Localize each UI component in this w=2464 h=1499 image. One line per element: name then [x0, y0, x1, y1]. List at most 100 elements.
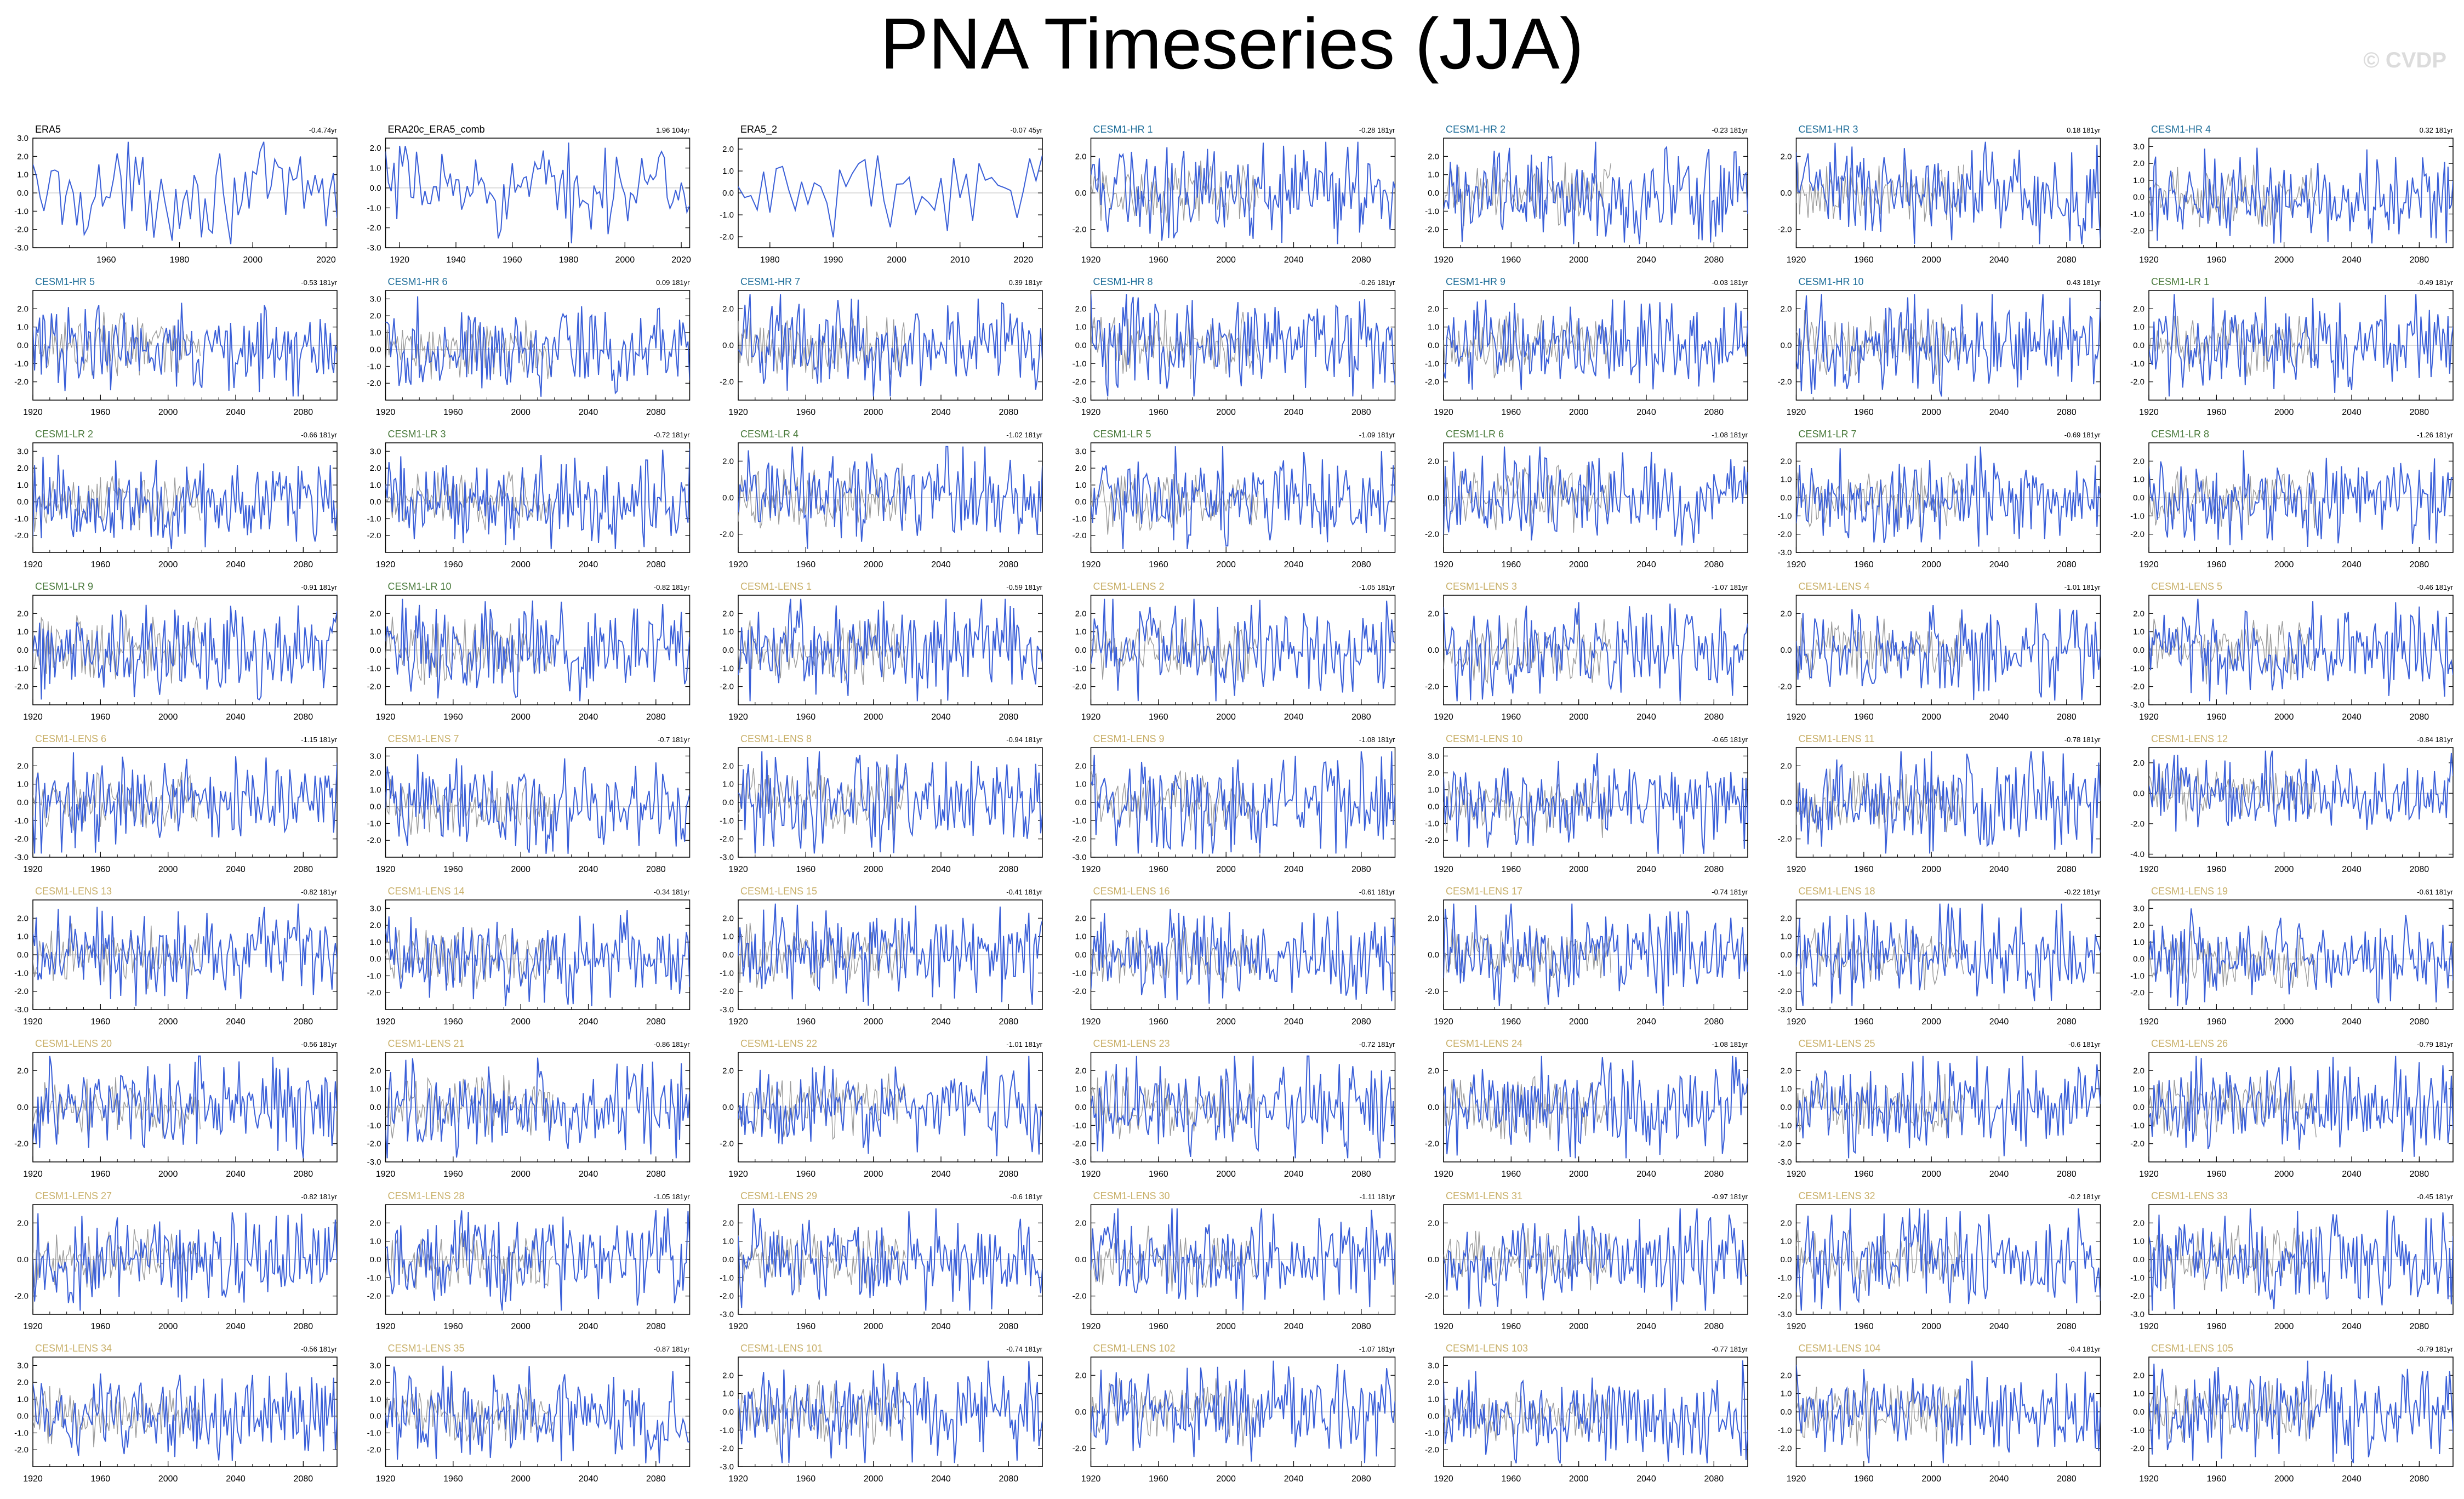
y-tick-label: -1.0: [2130, 511, 2144, 521]
series-line: [1796, 602, 2101, 701]
y-tick-label: -1.0: [14, 1428, 28, 1438]
x-tick-label: 2000: [1216, 408, 1236, 417]
x-tick-label: 1960: [91, 560, 111, 569]
y-tick-label: -1.0: [14, 207, 28, 216]
trend-label: -0.78 181yr: [2064, 736, 2101, 744]
x-tick-label: 2000: [511, 408, 531, 417]
x-tick-label: 2040: [1989, 713, 2009, 722]
y-tick-label: 0.0: [370, 955, 381, 964]
y-tick-label: 1.0: [370, 328, 381, 338]
x-tick-label: 1920: [2139, 408, 2159, 417]
trend-label: -0.79 181yr: [2417, 1040, 2453, 1048]
x-tick-label: 1960: [96, 255, 116, 265]
y-tick-label: -1.0: [14, 514, 28, 523]
x-tick-label: 1920: [376, 1474, 396, 1484]
x-tick-label: 1920: [1434, 255, 1453, 265]
trend-label: -0.23 181yr: [1712, 126, 1748, 134]
x-tick-label: 2040: [931, 1322, 951, 1331]
x-tick-label: 2020: [1014, 255, 1034, 265]
x-tick-label: 1960: [796, 1474, 816, 1484]
x-tick-label: 1920: [1081, 1322, 1101, 1331]
x-tick-label: 2080: [2057, 1322, 2077, 1331]
panel-25: 2.0 0.0 -2.0 1920 1960 2000 2040 2080 CESM1-LENS…: [1425, 581, 1748, 722]
y-tick-label: -1.0: [367, 1273, 381, 1283]
x-tick-label: 2000: [864, 560, 883, 569]
x-tick-label: 1960: [1149, 713, 1168, 722]
panel-14: 3.0 2.0 1.0 0.0 -1.0 -2.0 1920 1960 2000 2040 2080…: [14, 429, 338, 569]
x-tick-label: 2000: [2274, 560, 2294, 569]
y-tick-label: 1.0: [2133, 1389, 2144, 1399]
y-tick-label: 2.0: [370, 921, 381, 930]
panel-label: CESM1-LENS 105: [2151, 1343, 2233, 1354]
x-tick-label: 2080: [1351, 1017, 1371, 1027]
x-tick-label: 2080: [1704, 1474, 1724, 1484]
trend-label: -0.61 181yr: [1359, 888, 1395, 896]
x-tick-label: 1960: [2207, 1017, 2227, 1027]
x-tick-label: 2080: [294, 1017, 313, 1027]
trend-label: -0.91 181yr: [301, 583, 337, 591]
x-tick-label: 1920: [2139, 1474, 2159, 1484]
trend-label: -0.41 181yr: [1006, 888, 1042, 896]
panel-9: 2.0 0.0 -2.0 1920 1960 2000 2040 2080 CESM1-HR 7…: [720, 276, 1043, 417]
y-tick-label: -2.0: [1778, 530, 1792, 539]
x-tick-label: 1960: [796, 713, 816, 722]
y-tick-label: 3.0: [1428, 751, 1439, 761]
x-tick-label: 2040: [2342, 1322, 2362, 1331]
y-tick-label: 0.0: [722, 493, 734, 503]
panel-label: CESM1-LENS 28: [388, 1190, 465, 1201]
x-tick-label: 2040: [2342, 1170, 2362, 1179]
panel-label: CESM1-LENS 8: [740, 733, 812, 744]
x-tick-label: 2040: [1989, 560, 2009, 569]
x-tick-label: 2080: [1704, 865, 1724, 874]
x-tick-label: 2000: [2274, 713, 2294, 722]
y-tick-label: -2.0: [14, 378, 28, 387]
y-tick-label: -2.0: [720, 1139, 734, 1149]
panel-label: CESM1-LENS 25: [1799, 1038, 1875, 1049]
panel-label: CESM1-LENS 27: [35, 1190, 112, 1201]
y-tick-label: 2.0: [17, 304, 28, 314]
series-line: [738, 294, 1042, 397]
x-tick-label: 2000: [2274, 865, 2294, 874]
x-tick-label: 2080: [646, 865, 666, 874]
panel-44: 2.0 0.0 -2.0 1920 1960 2000 2040 2080 CESM1-LENS…: [720, 1038, 1043, 1179]
y-tick-label: 0.0: [1428, 493, 1439, 503]
x-tick-label: 2040: [931, 560, 951, 569]
y-tick-label: 1.0: [17, 628, 28, 637]
panel-36: 3.0 2.0 1.0 0.0 -1.0 -2.0 1920 1960 2000 2040 2080…: [367, 886, 691, 1027]
trend-label: -0.4.74yr: [309, 126, 338, 134]
x-tick-label: 2040: [931, 1170, 951, 1179]
panel-23: 2.0 1.0 0.0 -1.0 -2.0 1920 1960 2000 2040 2080 CES…: [720, 581, 1043, 722]
x-tick-label: 1960: [2207, 408, 2227, 417]
x-tick-label: 2040: [1284, 1170, 1304, 1179]
panel-45: 2.0 1.0 0.0 -1.0 -2.0 -3.0 1920 1960 2000 2040 208…: [1073, 1038, 1396, 1179]
x-tick-label: 2010: [950, 255, 970, 265]
trend-label: -1.08 181yr: [1712, 431, 1748, 439]
x-tick-label: 2080: [2057, 560, 2077, 569]
y-tick-label: -1.0: [1778, 1426, 1792, 1435]
series-line: [2149, 1056, 2453, 1157]
panel-label: CESM1-LENS 5: [2151, 581, 2222, 592]
panel-label: CESM1-LENS 104: [1799, 1343, 1881, 1354]
y-tick-label: 0.0: [2133, 493, 2144, 503]
trend-label: -0.46 181yr: [2417, 583, 2453, 591]
trend-label: -1.07 181yr: [1712, 583, 1748, 591]
y-tick-label: 1.0: [1075, 932, 1087, 942]
x-tick-label: 2080: [2410, 1322, 2429, 1331]
panel-19: 2.0 1.0 0.0 -1.0 -2.0 -3.0 1920 1960 2000 2040 208…: [1778, 429, 2101, 569]
x-tick-label: 1920: [376, 1170, 396, 1179]
y-tick-label: 3.0: [370, 447, 381, 456]
x-tick-label: 1960: [443, 408, 463, 417]
x-tick-label: 2000: [1921, 560, 1941, 569]
y-tick-label: 2.0: [1428, 609, 1439, 618]
y-tick-label: -2.0: [1073, 1139, 1087, 1149]
y-tick-label: 0.0: [2133, 1407, 2144, 1417]
trend-label: -0.61 181yr: [2417, 888, 2453, 896]
y-tick-label: 2.0: [370, 311, 381, 321]
x-tick-label: 2000: [158, 865, 178, 874]
panel-label: CESM1-LENS 12: [2151, 733, 2228, 744]
x-tick-label: 2000: [1216, 255, 1236, 265]
y-tick-label: -2.0: [14, 987, 28, 996]
x-tick-label: 2040: [1989, 1322, 2009, 1331]
x-tick-label: 2000: [1921, 408, 1941, 417]
x-tick-label: 2000: [1921, 1170, 1941, 1179]
